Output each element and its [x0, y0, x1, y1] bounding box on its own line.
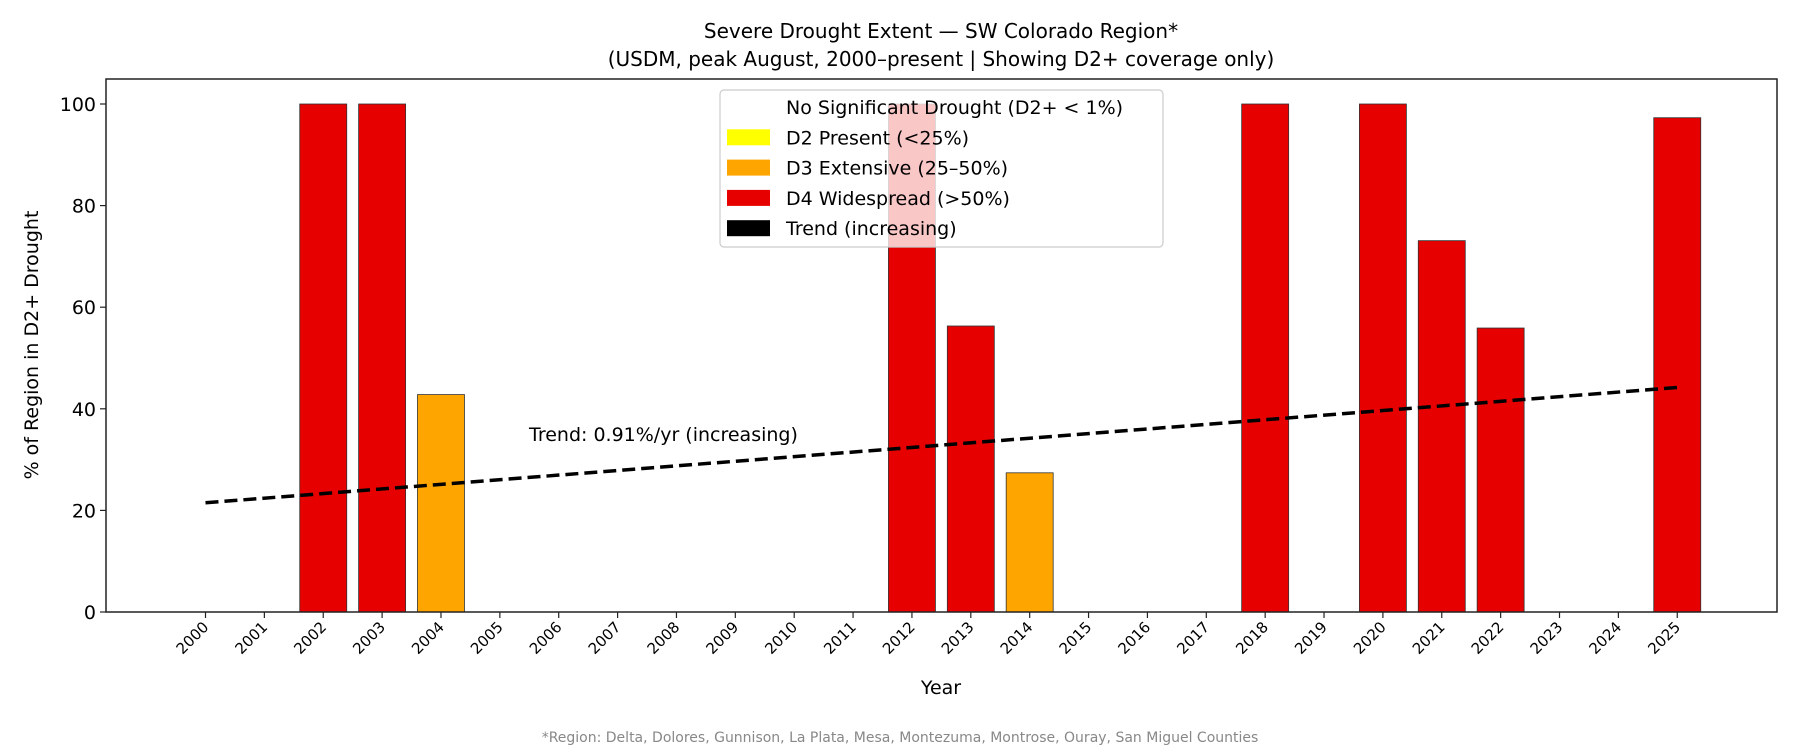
x-tick-label: 2024 [1585, 618, 1625, 658]
legend-label: D3 Extensive (25–50%) [786, 158, 1008, 180]
legend-label: Trend (increasing) [785, 218, 957, 240]
y-tick-label: 60 [72, 297, 96, 319]
legend-label: D4 Widespread (>50%) [786, 188, 1010, 210]
x-tick-label: 2020 [1350, 618, 1390, 658]
legend: No Significant Drought (D2+ < 1%) D2 Pres… [719, 89, 1164, 248]
x-tick-label: 2018 [1232, 618, 1272, 658]
x-tick-label: 2000 [173, 618, 213, 658]
chart-title: Severe Drought Extent — SW Colorado Regi… [704, 19, 1178, 43]
legend-swatch [727, 129, 770, 146]
x-tick-label: 2004 [408, 618, 448, 658]
plot-frame [105, 78, 1778, 613]
legend-swatch [727, 220, 770, 237]
x-tick-label: 2003 [349, 618, 389, 658]
y-axis: 0 20 40 60 80 100 [60, 94, 106, 624]
bar-2022 [1476, 327, 1525, 613]
footnote: *Region: Delta, Dolores, Gunnison, La Pl… [542, 730, 1259, 746]
x-tick-label: 2019 [1291, 618, 1331, 658]
legend-label: D2 Present (<25%) [786, 127, 969, 149]
y-tick-label: 100 [60, 94, 96, 116]
bar-2013 [946, 325, 995, 613]
x-axis-label: Year [920, 677, 961, 699]
bars-group [299, 103, 1702, 613]
y-tick-label: 40 [72, 399, 96, 421]
bar-2014 [1005, 472, 1054, 613]
x-tick-label: 2001 [231, 618, 271, 658]
x-tick-label: 2021 [1409, 618, 1449, 658]
x-tick-label: 2015 [1056, 618, 1096, 658]
x-tick-label: 2016 [1115, 618, 1155, 658]
bar-2020 [1359, 103, 1407, 613]
y-axis-label: % of Region in D2+ Drought [21, 211, 43, 480]
x-tick-label: 2002 [290, 618, 330, 658]
x-tick-label: 2022 [1468, 618, 1508, 658]
x-tick-label: 2011 [820, 618, 860, 658]
y-tick-label: 0 [84, 602, 96, 624]
chart-subtitle: (USDM, peak August, 2000–present | Showi… [608, 47, 1275, 71]
legend-swatch [727, 159, 770, 176]
x-tick-label: 2005 [467, 618, 507, 658]
x-tick-label: 2008 [644, 618, 684, 658]
y-tick-label: 20 [72, 500, 96, 522]
x-tick-label: 2010 [761, 618, 801, 658]
x-tick-label: 2006 [526, 618, 566, 658]
legend-box [719, 89, 1164, 248]
bar-2021 [1417, 240, 1466, 613]
bar-2002 [299, 103, 348, 613]
y-tick-label: 80 [72, 196, 96, 218]
x-tick-label: 2013 [938, 618, 978, 658]
bar-2025 [1653, 117, 1702, 613]
bar-2003 [358, 103, 407, 613]
x-axis: 2000 2001 2002 2003 2004 2005 2006 2007 2008 2009… [173, 612, 1684, 658]
legend-swatch [727, 189, 770, 206]
bar-2018 [1241, 103, 1290, 613]
x-tick-label: 2017 [1173, 618, 1213, 658]
x-tick-label: 2009 [702, 618, 742, 658]
x-tick-label: 2007 [585, 618, 625, 658]
bar-2004 [417, 394, 465, 613]
x-tick-label: 2025 [1644, 618, 1684, 658]
legend-label: No Significant Drought (D2+ < 1%) [786, 97, 1123, 119]
x-tick-label: 2014 [997, 618, 1037, 658]
x-tick-label: 2023 [1527, 618, 1567, 658]
trend-annotation: Trend: 0.91%/yr (increasing) [528, 424, 798, 446]
x-tick-label: 2012 [879, 618, 919, 658]
